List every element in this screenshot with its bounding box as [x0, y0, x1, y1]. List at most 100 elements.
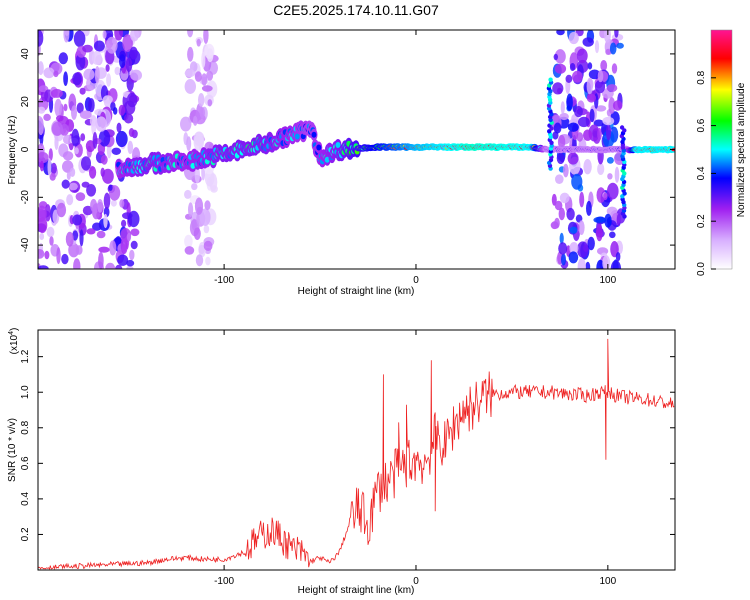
spectrogram-noise-cell	[554, 49, 566, 64]
spectrogram-noise-cell	[63, 71, 68, 86]
snr-series	[38, 338, 675, 570]
spectrogram-noise-cell	[572, 70, 583, 83]
spectrogram-noise-cell	[560, 101, 565, 114]
spectrogram-noise-cell	[553, 53, 558, 61]
spectrogram-noise-cell	[195, 254, 204, 267]
spectrogram-noise-cell	[583, 129, 593, 141]
spectrogram-noise-cell	[38, 117, 44, 136]
spectrogram-noise-cell	[117, 254, 129, 266]
spectrogram-noise-cell	[126, 92, 138, 108]
spectrogram-noise-cell	[38, 249, 45, 259]
spectrogram-noise-cell	[191, 183, 198, 191]
spectrogram-noise-cell	[574, 106, 583, 118]
colorbar-label: Normalized spectral amplitude	[736, 82, 747, 217]
spectrogram-xlabel: Height of straight line (km)	[298, 286, 415, 297]
spectrogram-noise-cell	[108, 184, 113, 191]
spectrogram-ytick-label: 0	[20, 146, 31, 152]
colorbar: 0.0 0.2 0.4 0.6 0.8 Normalized spectral ampl…	[696, 29, 747, 276]
colorbar-tick-label: 0.4	[696, 166, 707, 180]
spectrogram-noise-cell	[204, 200, 211, 211]
spectrogram-noise-cell	[588, 69, 601, 80]
spectrogram-noise-cell	[39, 233, 45, 240]
spectrogram-noise-cell	[130, 228, 140, 237]
spectrogram-noise-cell	[91, 50, 102, 65]
spectrogram-noise-cell	[65, 231, 74, 247]
spectrogram-noise-cell	[98, 251, 104, 269]
spectrogram-noise-cell	[553, 122, 562, 134]
spectrogram-xtick-label: 0	[413, 275, 419, 286]
spectrogram-noise-cell	[74, 147, 79, 155]
spectrogram-noise-cell	[72, 230, 79, 241]
spectrogram-noise-cell	[123, 113, 134, 124]
spectrogram-noise-cell	[192, 115, 198, 126]
spectrogram-noise-cell	[38, 61, 44, 76]
spectrogram-noise-cell	[559, 192, 570, 204]
spectrogram-noise-cell	[205, 256, 211, 266]
spectrogram-noise-cell	[567, 152, 579, 165]
spectrogram-noise-cell	[567, 122, 579, 132]
spectrogram-noise-cell	[596, 224, 603, 242]
spectrogram-noise-cell	[571, 173, 583, 190]
colorbar-gradient	[710, 29, 733, 270]
spectrogram-noise-cell	[118, 104, 126, 116]
spectrogram-noise-cell	[194, 166, 200, 184]
spectrogram-noise-cell	[103, 192, 111, 209]
spectrogram-noise-cell	[44, 250, 50, 260]
spectrogram-xtick-label: 100	[600, 275, 617, 286]
spectrogram-noise-cell	[69, 167, 76, 177]
spectrogram-noise-cell	[607, 182, 619, 200]
spectrogram-noise-cell	[616, 213, 621, 227]
spectrogram-noise-cell	[206, 70, 214, 81]
snr-multiplier-exp: 4	[8, 331, 15, 335]
spectrogram-noise-cell	[606, 84, 618, 93]
spectrogram-noise-cell	[130, 30, 139, 42]
spectrogram-noise-cell	[187, 46, 194, 62]
spectrogram-ridge-core	[311, 131, 317, 138]
spectrogram-noise-cell	[106, 73, 112, 87]
spectrogram-noise-cell	[565, 74, 573, 83]
spectrogram-noise-cell	[554, 63, 567, 74]
spectrogram-noise-cell	[583, 244, 589, 252]
spectrogram-noise-cell	[188, 202, 194, 218]
spectrogram-noise-cell	[105, 262, 116, 269]
spectrogram-transient-cell	[619, 125, 625, 130]
spectrogram-noise-cell	[603, 30, 611, 43]
spectrogram-noise-cell	[201, 85, 213, 92]
spectrogram-noise-cell	[554, 200, 563, 211]
spectrogram-noise-cell	[603, 192, 608, 201]
spectrogram-noise-cell	[106, 36, 118, 54]
spectrogram-noise-cell	[184, 79, 196, 94]
spectrogram-noise-cell	[105, 64, 110, 72]
spectrogram-noise-cell	[85, 140, 95, 153]
spectrogram-noise-cell	[600, 60, 608, 72]
spectrogram-noise-cell	[130, 240, 138, 250]
spectrogram-noise-cell	[596, 187, 606, 204]
spectrogram-noise-cell	[86, 228, 96, 235]
spectrogram-noise-cell	[602, 116, 615, 126]
spectrogram-noise-cell	[71, 105, 77, 120]
spectrogram-noise-cell	[96, 230, 106, 239]
spectrogram-noise-cell	[119, 199, 125, 208]
spectrogram-noise-cell	[102, 30, 107, 39]
spectrogram-noise-cell	[114, 66, 121, 76]
spectrogram-noise-cell	[127, 140, 134, 154]
spectrogram-noise-cell	[187, 30, 194, 38]
spectrogram-noise-cell	[597, 70, 604, 83]
spectrogram-noise-cell	[128, 128, 135, 137]
spectrogram-noise-cell	[48, 148, 53, 161]
spectrogram-noise-cell	[114, 30, 123, 41]
spectrogram-noise-cell	[569, 63, 576, 71]
snr-multiplier-close: )	[9, 328, 20, 331]
spectrogram-noise-cell	[38, 205, 47, 222]
spectrogram-noise-cell	[193, 134, 204, 151]
spectrogram-ytick-label: -40	[20, 237, 31, 252]
spectrogram-noise-cell	[75, 245, 83, 255]
spectrogram-noise-cell	[555, 174, 564, 184]
snr-xlabel: Height of straight line (km)	[298, 585, 415, 596]
spectrogram-noise-cell	[203, 30, 209, 44]
spectrogram-noise-cell	[121, 219, 127, 228]
spectrogram-noise-cell	[98, 246, 110, 253]
spectrogram-noise-cell	[585, 261, 591, 269]
spectrogram-noise-cell	[577, 258, 586, 269]
spectrogram-noise-cell	[83, 68, 95, 81]
